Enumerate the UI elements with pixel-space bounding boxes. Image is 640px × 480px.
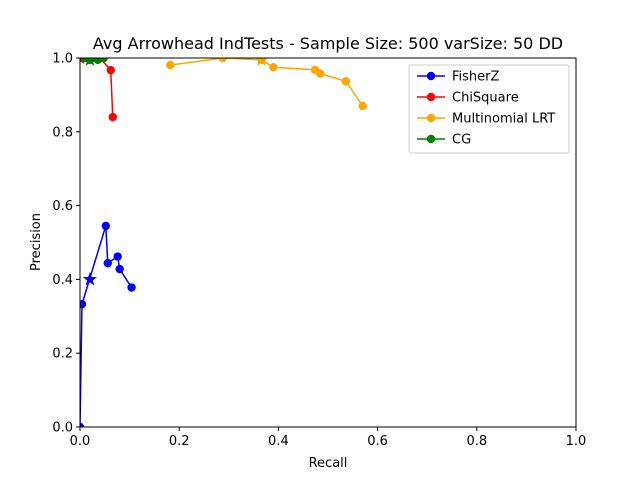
legend-swatch-marker <box>426 92 436 102</box>
y-tick-label: 0.6 <box>52 199 73 214</box>
plot-frame <box>79 57 577 428</box>
data-point <box>80 299 87 309</box>
legend-swatch-marker <box>426 113 436 123</box>
data-point <box>166 60 175 70</box>
x-tick-label: 1.0 <box>566 434 587 449</box>
x-tick-label: 0.0 <box>70 434 91 449</box>
series-0 <box>80 221 136 427</box>
series-line <box>80 58 114 118</box>
legend: FisherZ ChiSquare Multinomial LRT CG <box>408 64 570 154</box>
data-point <box>106 65 115 75</box>
x-tick-label: 0.2 <box>169 434 190 449</box>
legend-label: Multinomial LRT <box>452 112 555 127</box>
legend-swatch-marker <box>426 134 436 144</box>
highlight-star-marker <box>255 58 269 66</box>
y-axis-ticks: 0.0 0.2 0.4 0.6 0.8 1.0 <box>52 52 80 436</box>
x-tick-label: 0.4 <box>268 434 289 449</box>
data-point <box>341 77 351 86</box>
series-layer <box>80 58 367 427</box>
x-tick-label: 0.6 <box>367 434 388 449</box>
legend-label: ChiSquare <box>452 91 519 106</box>
data-point <box>127 283 136 292</box>
y-tick-label: 0.2 <box>52 347 73 362</box>
data-point <box>113 252 122 261</box>
y-tick-label: 1.0 <box>52 52 73 67</box>
x-axis-label: Recall <box>309 456 348 471</box>
y-tick-label: 0.4 <box>52 273 73 288</box>
data-point <box>115 264 124 274</box>
legend-box <box>408 64 570 154</box>
legend-label: FisherZ <box>452 70 499 85</box>
data-point <box>218 58 228 63</box>
legend-label: CG <box>452 133 471 148</box>
series-3 <box>80 58 109 66</box>
data-point <box>80 422 85 427</box>
y-axis-label: Precision <box>29 213 44 271</box>
data-point <box>99 58 109 63</box>
data-point <box>108 112 117 122</box>
highlight-star-marker <box>83 58 97 66</box>
data-point <box>358 101 367 111</box>
data-point <box>103 258 112 268</box>
highlight-star-marker <box>82 271 98 286</box>
legend-swatch-marker <box>426 71 436 81</box>
data-point <box>269 63 278 72</box>
x-tick-label: 0.8 <box>466 434 487 449</box>
x-axis-ticks: 0.0 0.2 0.4 0.6 0.8 1.0 <box>70 427 587 449</box>
chart-title: Avg Arrowhead IndTests - Sample Size: 50… <box>93 34 563 53</box>
y-tick-label: 0.8 <box>52 125 73 140</box>
y-tick-label: 0.0 <box>52 421 73 436</box>
data-point <box>315 69 325 78</box>
data-point <box>101 221 110 231</box>
